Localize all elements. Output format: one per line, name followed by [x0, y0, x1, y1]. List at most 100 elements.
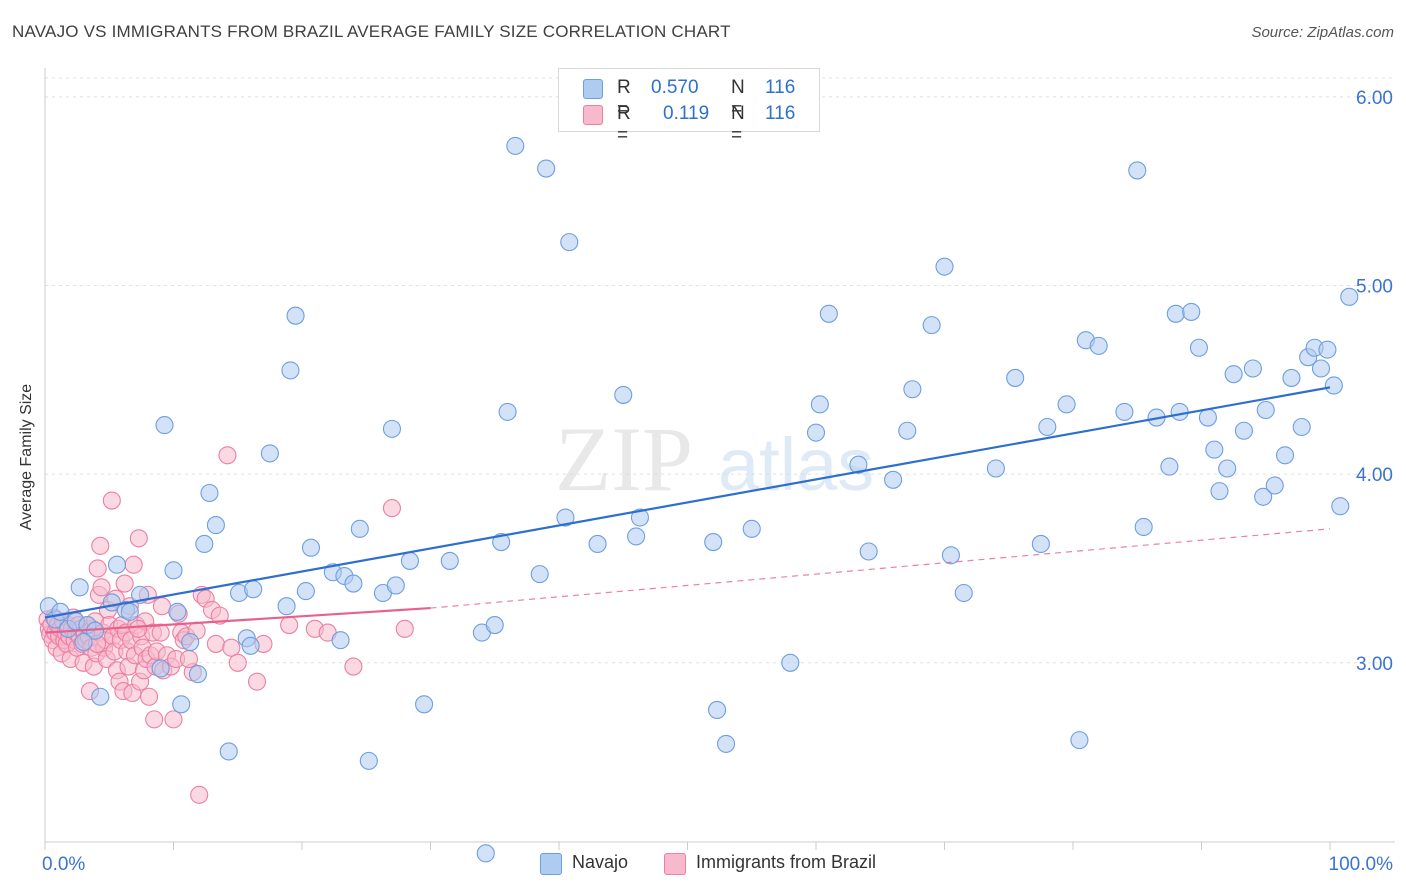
- legend-label-navajo: Navajo: [572, 852, 629, 872]
- y-axis-label: Average Family Size: [18, 383, 35, 531]
- brazil-point: [129, 529, 148, 548]
- navajo-point: [277, 597, 296, 616]
- navajo-point: [188, 665, 207, 684]
- navajo-point: [1218, 459, 1237, 478]
- brazil-point: [92, 578, 111, 597]
- navajo-point: [708, 700, 727, 720]
- navajo-point: [91, 687, 110, 706]
- brazil-point: [115, 574, 134, 593]
- legend-label-brazil: Immigrants from Brazil: [696, 852, 877, 872]
- navajo-point: [716, 734, 736, 753]
- y-tick-label: 6.00: [1356, 88, 1393, 109]
- chart-title: NAVAJO VS IMMIGRANTS FROM BRAZIL AVERAGE…: [12, 22, 731, 41]
- brazil-point: [164, 710, 183, 729]
- navajo-point: [1038, 417, 1057, 437]
- navajo-point: [1340, 287, 1359, 306]
- navajo-point: [1311, 359, 1331, 378]
- navajo-point: [206, 516, 225, 535]
- navajo-point: [241, 636, 260, 655]
- brazil-point: [218, 446, 237, 465]
- brazil-swatch: [583, 105, 603, 125]
- r-label: R =: [617, 77, 631, 120]
- n-label: N =: [731, 103, 745, 146]
- navajo-point: [200, 483, 219, 503]
- navajo-swatch: [540, 853, 562, 875]
- axes-layer: [44, 68, 1395, 850]
- navajo-point: [164, 561, 183, 580]
- navajo-point: [954, 583, 973, 603]
- navajo-point: [560, 233, 579, 252]
- navajo-point: [1324, 376, 1343, 395]
- navajo-point: [440, 551, 459, 570]
- navajo-point: [819, 304, 838, 323]
- navajo-points: [39, 136, 1359, 863]
- navajo-point: [219, 742, 238, 761]
- brazil-trend-line: [44, 606, 431, 634]
- navajo-point: [704, 533, 723, 552]
- watermark-zip: ZIP: [555, 408, 693, 510]
- navajo-point: [1318, 340, 1337, 359]
- navajo-point: [806, 423, 826, 442]
- r-label: R =: [617, 103, 631, 146]
- brazil-point: [102, 491, 121, 510]
- brazil-point: [129, 619, 148, 638]
- brazil-point: [280, 616, 299, 635]
- navajo-point: [476, 844, 495, 863]
- navajo-point: [1160, 457, 1179, 476]
- navajo-point: [172, 695, 191, 714]
- navajo-point: [922, 316, 941, 335]
- brazil-point: [228, 653, 247, 672]
- navajo-point: [1256, 400, 1275, 420]
- trend-lines: [44, 386, 1331, 634]
- correlation-legend: R = 0.570 N = 116 R = 0.119 N = 116: [558, 68, 820, 146]
- navajo-point: [1070, 731, 1089, 750]
- brazil-point: [210, 606, 229, 625]
- navajo-point: [260, 444, 279, 463]
- navajo-point: [181, 632, 200, 652]
- navajo-point: [244, 580, 263, 599]
- x-tick-label-max: 100.0%: [1329, 854, 1394, 875]
- navajo-point: [350, 519, 369, 538]
- navajo-point: [1292, 417, 1311, 437]
- navajo-point: [941, 546, 960, 565]
- navajo-point: [1189, 338, 1208, 357]
- brazil-point: [395, 619, 414, 638]
- navajo-point: [498, 402, 517, 421]
- navajo-point: [986, 459, 1005, 478]
- navajo-point: [1210, 482, 1229, 501]
- navajo-point: [588, 534, 607, 553]
- navajo-point: [1234, 421, 1253, 440]
- y-tick-label: 4.00: [1356, 465, 1393, 486]
- tick-labels: 3.00 4.00 5.00 6.00 0.0% 100.0%: [42, 88, 1393, 875]
- brazil-point: [145, 710, 164, 729]
- y-tick-label: 3.00: [1356, 654, 1393, 675]
- navajo-point: [1275, 446, 1295, 465]
- brazil-point: [344, 657, 363, 676]
- navajo-point: [1282, 368, 1301, 387]
- brazil-point: [206, 634, 225, 653]
- n-label: N =: [731, 77, 745, 120]
- navajo-trend-line: [44, 386, 1331, 619]
- brazil-point: [88, 559, 107, 578]
- navajo-point: [400, 551, 419, 570]
- navajo-point: [903, 380, 922, 399]
- navajo-point: [359, 751, 378, 770]
- navajo-point: [1243, 359, 1262, 378]
- navajo-point: [1006, 368, 1025, 387]
- navajo-point: [1331, 497, 1350, 516]
- brazil-point: [91, 536, 110, 555]
- brazil-point: [382, 499, 402, 518]
- navajo-swatch: [583, 79, 603, 99]
- navajo-point: [1134, 517, 1153, 537]
- navajo-point: [195, 534, 214, 553]
- brazil-point: [152, 597, 171, 616]
- navajo-point: [415, 695, 434, 714]
- navajo-point: [331, 631, 350, 650]
- navajo-point: [1031, 534, 1050, 553]
- navajo-point: [344, 574, 363, 593]
- navajo-point: [286, 306, 305, 325]
- navajo-point: [1182, 302, 1201, 321]
- navajo-point: [120, 602, 139, 621]
- brazil-point: [179, 649, 198, 669]
